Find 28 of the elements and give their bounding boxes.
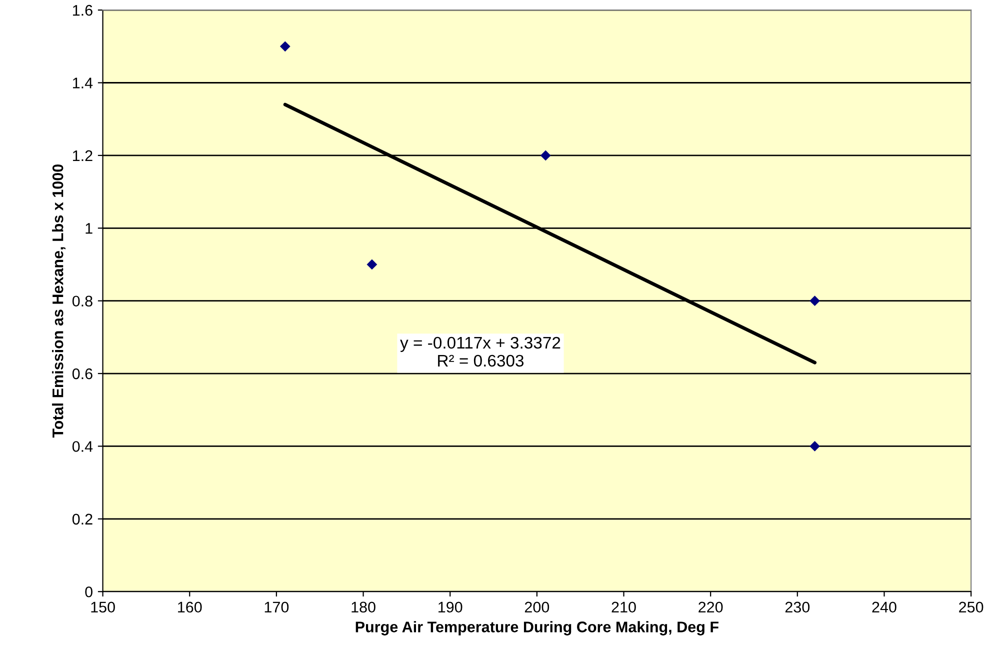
y-tick-label: 1.2 — [73, 150, 92, 161]
y-tick-label: 0 — [85, 586, 92, 598]
y-tick-label: 0.6 — [72, 368, 92, 380]
point — [810, 296, 820, 306]
x-tick-label: 210 — [612, 602, 636, 613]
point — [366, 259, 378, 270]
x-tick-label: 250 — [959, 602, 984, 613]
x-tick-label: 190 — [438, 602, 462, 613]
y-tick-label: 0.8 — [72, 296, 92, 307]
annotation: y = -0.0117x + 3.3372 R² = 0.6303 — [400, 336, 560, 367]
point — [810, 441, 820, 452]
point — [540, 150, 551, 161]
y-tick-label: 1 — [86, 223, 92, 234]
y-axis-title: Total Emission as Hexane, Lbs x 1000 — [52, 164, 66, 438]
x-tick-label: 160 — [178, 602, 202, 613]
point — [280, 41, 290, 52]
x-axis-title: Purge Air Temperature During Core Making, Deg F — [356, 621, 718, 636]
x-tick-label: 180 — [352, 602, 376, 613]
y-tick-label: 1.6 — [73, 4, 92, 16]
x-tick-label: 240 — [872, 602, 896, 613]
y-tick-label: 0.4 — [72, 441, 93, 452]
y-tick-label: 0.2 — [72, 514, 92, 525]
x-tick-label: 200 — [524, 602, 550, 613]
x-tick-label: 150 — [91, 602, 115, 613]
y-tick-label: 1.4 — [73, 78, 93, 88]
x-tick-label: 170 — [264, 602, 289, 613]
x-tick-label: 230 — [785, 602, 810, 613]
x-tick-label: 220 — [698, 602, 723, 613]
